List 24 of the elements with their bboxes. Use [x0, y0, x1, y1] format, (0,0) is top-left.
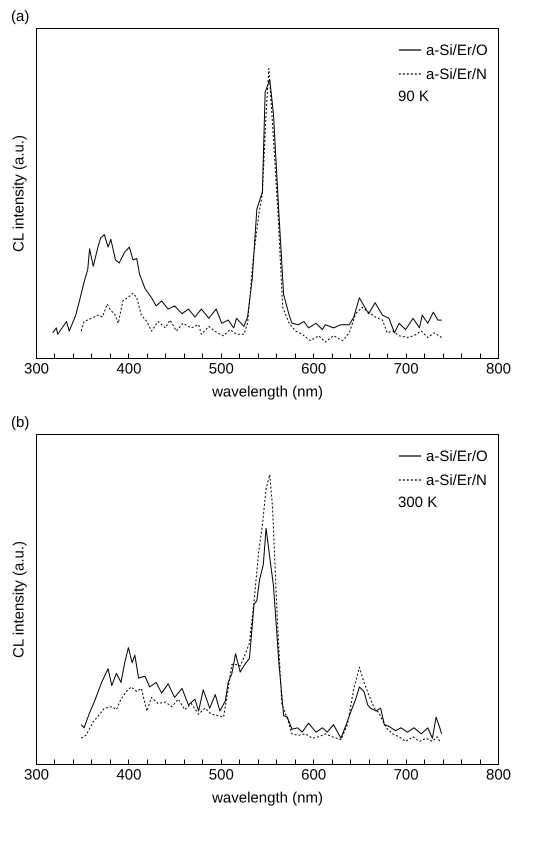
- x-tick-label: 400: [116, 766, 142, 784]
- legend-label: a-Si/Er/O: [426, 448, 488, 465]
- x-tick-label: 400: [116, 360, 142, 378]
- legend-label: a-Si/Er/O: [426, 42, 488, 59]
- x-axis-title: wavelength (nm): [211, 790, 323, 806]
- x-tick-label: 500: [208, 766, 234, 784]
- x-tick-label: 600: [301, 766, 326, 784]
- annotation: 300 K: [398, 494, 438, 511]
- x-tick-label: 800: [486, 766, 512, 784]
- y-axis-title: CL intensity (a.u.): [10, 135, 28, 252]
- x-tick-label: 500: [208, 360, 234, 378]
- annotation: 90 K: [398, 88, 429, 105]
- x-tick-label: 300: [24, 360, 50, 378]
- legend-label: a-Si/Er/N: [426, 472, 487, 489]
- x-tick-label: 800: [486, 360, 512, 378]
- chart-title: (a): [11, 8, 30, 25]
- x-tick-label: 700: [394, 360, 419, 378]
- x-tick-label: 300: [24, 766, 50, 784]
- x-tick-label: 700: [394, 766, 419, 784]
- chart-title: (b): [11, 414, 30, 431]
- x-tick-label: 600: [301, 360, 326, 378]
- x-axis-title: wavelength (nm): [211, 384, 323, 400]
- y-axis-title: CL intensity (a.u.): [10, 541, 28, 658]
- legend-label: a-Si/Er/N: [426, 66, 487, 83]
